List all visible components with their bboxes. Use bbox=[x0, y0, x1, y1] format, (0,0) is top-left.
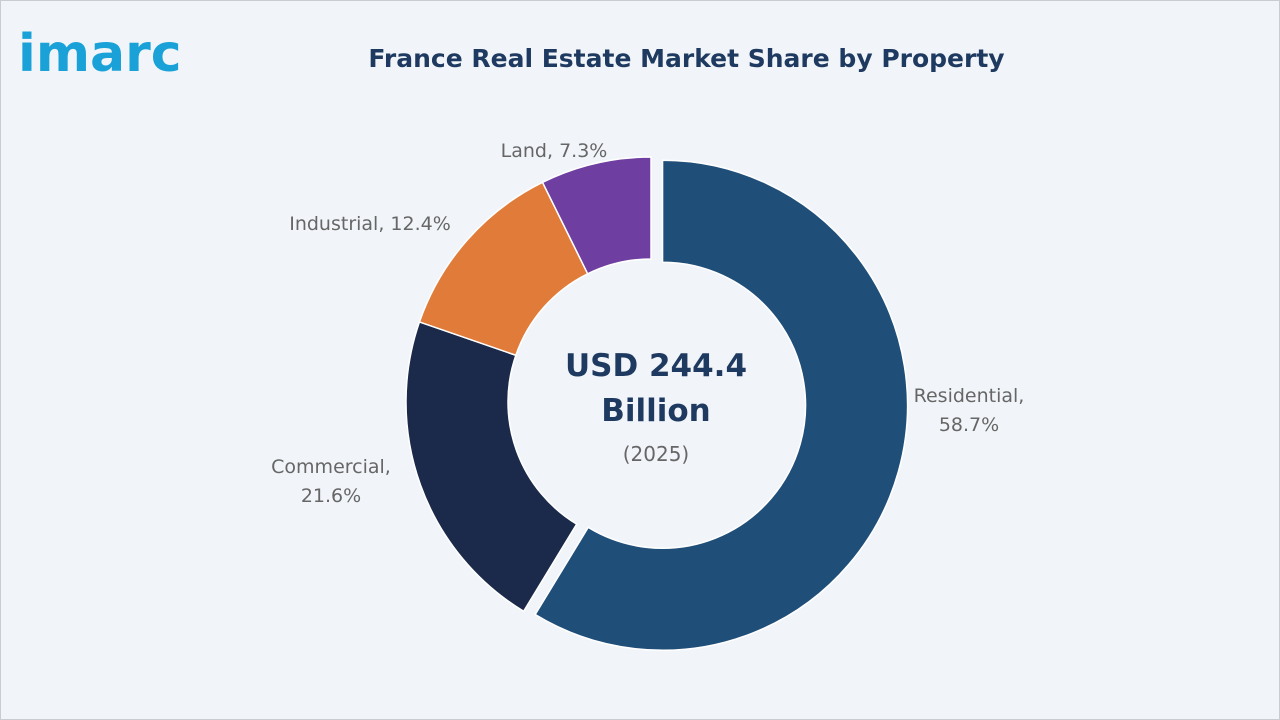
slice-commercial bbox=[405, 320, 578, 613]
slice-land bbox=[541, 156, 652, 275]
center-unit: Billion bbox=[601, 393, 711, 429]
slice-label-industrial: Industrial, 12.4% bbox=[289, 213, 451, 235]
slice-label-residential-value: 58.7% bbox=[939, 414, 999, 436]
imarc-logo: imarc bbox=[18, 24, 182, 84]
slice-label-commercial: Commercial, bbox=[271, 456, 391, 478]
chart-title: France Real Estate Market Share by Prope… bbox=[368, 44, 1005, 73]
center-value: USD 244.4 bbox=[565, 348, 747, 384]
slice-label-commercial-value: 21.6% bbox=[301, 485, 361, 507]
slice-residential bbox=[534, 159, 909, 651]
slice-label-residential: Residential, bbox=[914, 385, 1025, 407]
center-year: (2025) bbox=[623, 442, 690, 466]
slice-label-land: Land, 7.3% bbox=[501, 140, 608, 162]
